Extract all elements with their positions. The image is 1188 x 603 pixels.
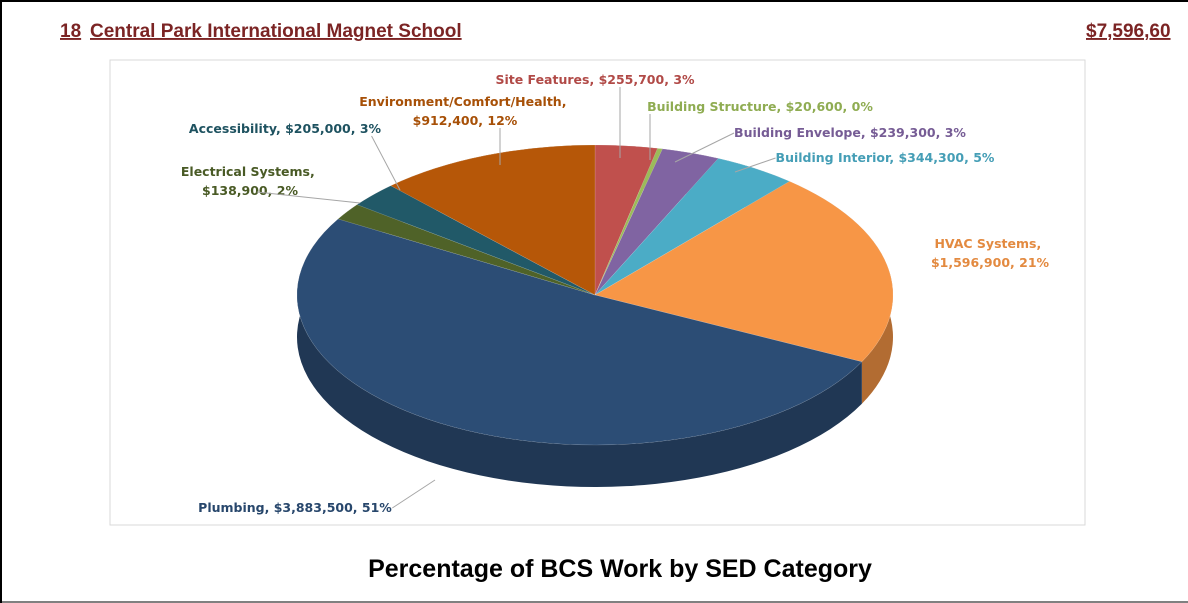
label-sep: , xyxy=(777,99,786,114)
label-percent: 51% xyxy=(362,500,392,515)
label-category: Building Interior xyxy=(776,150,892,165)
slice xyxy=(594,148,663,296)
label-percent: 5% xyxy=(973,150,995,165)
label-value: $239,300 xyxy=(870,125,936,140)
leader-line xyxy=(734,157,776,173)
label-sep: , xyxy=(889,150,898,165)
data-label: Accessibility, $205,000, 3% xyxy=(189,121,382,136)
label-sep: , xyxy=(1010,255,1019,270)
label-sep: , xyxy=(351,121,360,136)
label-value: $3,883,500 xyxy=(274,500,353,515)
label-category: Building Envelope xyxy=(734,125,861,140)
slice xyxy=(356,185,596,296)
label-sep: , xyxy=(964,150,973,165)
label-category: Accessibility xyxy=(189,121,277,136)
data-label: Plumbing, $3,883,500, 51% xyxy=(198,500,392,515)
leader-line xyxy=(371,135,401,191)
label-percent: 21% xyxy=(1019,255,1049,270)
label-category: HVAC Systems xyxy=(934,236,1036,251)
slice xyxy=(296,218,863,446)
school-name: Central Park International Magnet School xyxy=(90,21,462,42)
label-value: $205,000 xyxy=(285,121,351,136)
data-label: Building Structure, $20,600, 0% xyxy=(647,99,873,114)
slice xyxy=(390,144,596,296)
leader-line xyxy=(256,191,361,204)
label-sep: , xyxy=(843,99,852,114)
data-label: Environment/Comfort/Health, $912,400, 12… xyxy=(359,94,571,128)
label-sep: , xyxy=(562,94,571,109)
data-label: Electrical Systems, $138,900, 2% xyxy=(181,164,319,198)
label-percent: 3% xyxy=(945,125,967,140)
data-label: Site Features, $255,700, 3% xyxy=(495,72,695,87)
label-percent: 3% xyxy=(673,72,695,87)
slice xyxy=(594,158,791,296)
label-value: $1,596,900 xyxy=(931,255,1010,270)
label-sep: , xyxy=(1036,236,1045,251)
slice xyxy=(594,148,719,296)
data-label: Building Envelope, $239,300, 3% xyxy=(734,125,966,140)
label-percent: 3% xyxy=(360,121,382,136)
label-sep: , xyxy=(310,164,319,179)
total-amount: $7,596,60 xyxy=(1086,21,1171,42)
label-category: Site Features xyxy=(495,72,589,87)
label-percent: 0% xyxy=(852,99,874,114)
label-sep: , xyxy=(265,500,274,515)
slice xyxy=(337,204,596,296)
label-value: $344,300 xyxy=(898,150,964,165)
label-sep: , xyxy=(353,500,362,515)
data-label: Building Interior, $344,300, 5% xyxy=(776,150,995,165)
label-sep: , xyxy=(936,125,945,140)
label-sep: , xyxy=(589,72,598,87)
slice xyxy=(594,144,658,296)
leader-line xyxy=(674,132,735,163)
label-category: Electrical Systems xyxy=(181,164,310,179)
pie xyxy=(296,144,894,487)
label-sep: , xyxy=(664,72,673,87)
label-sep: , xyxy=(478,113,487,128)
label-category: Environment/Comfort/Health xyxy=(359,94,562,109)
label-category: Building Structure xyxy=(647,99,776,114)
label-value: $255,700 xyxy=(599,72,665,87)
row-number: 18 xyxy=(60,21,81,42)
label-value: $912,400 xyxy=(413,113,479,128)
data-label: HVAC Systems, $1,596,900, 21% xyxy=(931,236,1050,270)
label-value: $20,600 xyxy=(786,99,843,114)
label-sep: , xyxy=(276,121,285,136)
labels: Site Features, $255,700, 3% Building Stru… xyxy=(181,72,1050,515)
leader-line xyxy=(392,479,436,509)
label-sep: , xyxy=(268,183,277,198)
label-category: Plumbing xyxy=(198,500,264,515)
label-sep: , xyxy=(861,125,870,140)
chart-title: Percentage of BCS Work by SED Category xyxy=(368,555,872,583)
label-percent: 12% xyxy=(487,113,517,128)
label-value: $138,900 xyxy=(202,183,268,198)
slice xyxy=(594,181,894,363)
